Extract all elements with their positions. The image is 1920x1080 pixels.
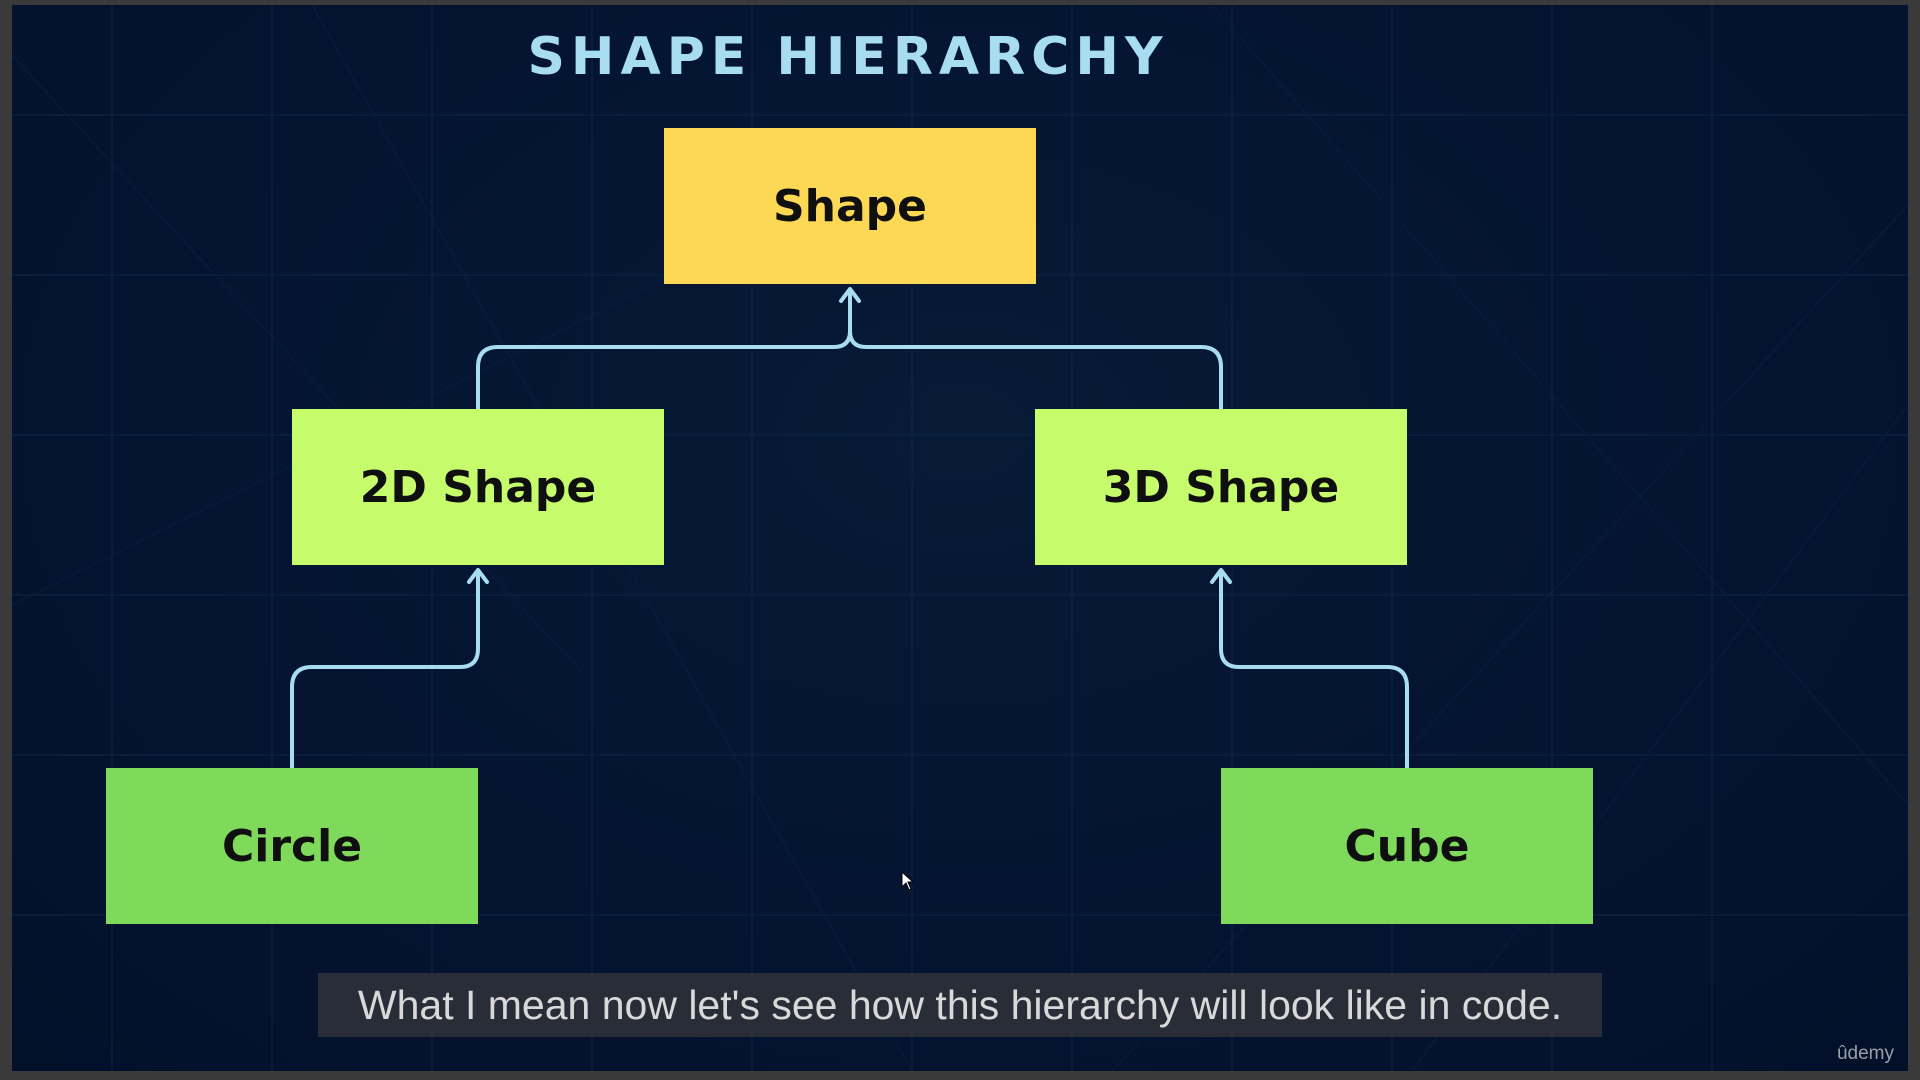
node-3d-shape-label: 3D Shape: [1102, 461, 1340, 513]
connector-2d-to-shape: [476, 290, 852, 411]
arrowhead-2d: [467, 568, 489, 584]
connector-circle-to-2d: [290, 571, 480, 770]
arrowhead-shape: [839, 287, 861, 303]
node-circle: Circle: [106, 768, 478, 924]
slide-title: SHAPE HIERARCHY: [527, 27, 1169, 87]
mouse-cursor-icon: [901, 871, 915, 891]
node-circle-label: Circle: [221, 820, 363, 872]
subtitle-text: What I mean now let's see how this hiera…: [357, 981, 1563, 1028]
hierarchy-connectors: [290, 287, 1409, 770]
arrowhead-3d: [1210, 568, 1232, 584]
node-shape: Shape: [664, 128, 1036, 284]
slide-frame: SHAPE HIERARCHY Shape 2D Shape 3D Shape …: [12, 5, 1908, 1071]
node-2d-shape-label: 2D Shape: [359, 461, 597, 513]
node-cube: Cube: [1221, 768, 1593, 924]
connector-cube-to-3d: [1219, 571, 1409, 770]
node-cube-label: Cube: [1344, 820, 1470, 872]
connector-3d-to-shape: [848, 329, 1223, 411]
node-shape-label: Shape: [772, 180, 928, 232]
udemy-watermark-logo: ûdemy: [1836, 1043, 1894, 1064]
subtitle-caption: What I mean now let's see how this hiera…: [318, 973, 1602, 1037]
node-3d-shape: 3D Shape: [1035, 409, 1407, 565]
node-2d-shape: 2D Shape: [292, 409, 664, 565]
